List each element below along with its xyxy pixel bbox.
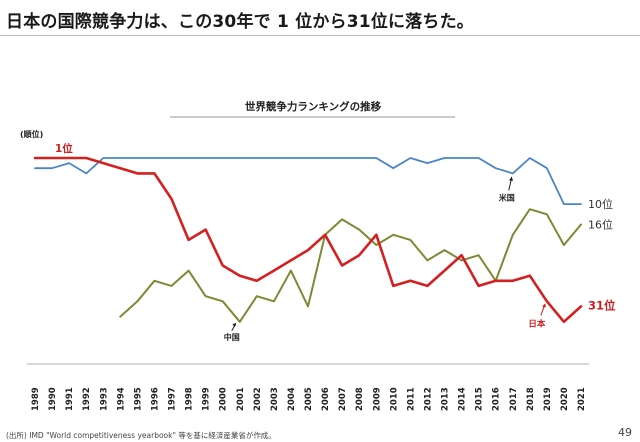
x-tick-label: 1992	[82, 387, 92, 411]
x-tick-label: 1996	[150, 387, 160, 411]
x-tick-label: 2013	[441, 387, 451, 411]
series-end-labels: 10位 16位	[588, 197, 613, 231]
y-axis-unit-label: (順位)	[20, 129, 43, 139]
x-tick-label: 2008	[355, 387, 365, 411]
x-tick-label: 2004	[287, 387, 297, 411]
annotation-label-japan: 日本	[528, 318, 546, 329]
x-tick-label: 2016	[492, 387, 502, 411]
annotation-label-us: 米国	[498, 192, 515, 202]
x-tick-label: 2001	[236, 387, 246, 411]
x-tick-label: 2009	[372, 387, 382, 411]
x-tick-label: 2021	[577, 387, 587, 411]
series-lines	[33, 156, 583, 324]
end-label-china: 16位	[588, 218, 613, 232]
annotation-japan-start: 1位	[55, 142, 73, 155]
x-tick-label: 1998	[185, 387, 195, 411]
x-tick-label: 2019	[543, 387, 553, 411]
x-tick-label: 2020	[560, 387, 570, 411]
x-tick-label: 1995	[133, 387, 143, 411]
x-tick-label: 1997	[168, 387, 178, 411]
x-tick-label: 1999	[202, 387, 212, 411]
x-tick-label: 2007	[338, 387, 348, 411]
x-tick-label: 2002	[253, 387, 263, 411]
x-tick-label: 2014	[458, 387, 468, 411]
x-tick-label: 1993	[99, 387, 109, 411]
title-divider	[0, 35, 640, 36]
slide-title: 日本の国際競争力は、この30年で 1 位から31位に落ちた。	[6, 12, 474, 32]
x-tick-label: 2012	[423, 387, 433, 411]
chart-title: 世界競争力ランキングの推移	[245, 100, 382, 113]
series-line-中国	[119, 208, 582, 323]
annotation-arrowhead-japan	[542, 303, 546, 308]
x-tick-label: 2015	[475, 387, 485, 411]
x-tick-label: 1994	[116, 387, 126, 411]
annotation-japan-end: 31位	[588, 298, 616, 312]
source-footnote: (出所) IMD "World competitiveness yearbook…	[6, 431, 276, 440]
x-axis-ticks: 1989 1990 1991 1992 1993 1994 1995 1996 1997 1998…	[31, 387, 587, 411]
x-tick-label: 2018	[526, 387, 536, 411]
x-tick-label: 2011	[406, 387, 416, 411]
annotation-arrowhead-us	[509, 176, 513, 181]
x-tick-label: 2000	[219, 387, 229, 411]
series-line-米国	[34, 157, 582, 205]
x-tick-label: 1990	[48, 387, 58, 411]
annotation-label-china: 中国	[224, 332, 240, 342]
annotation-arrowhead-china	[232, 322, 237, 328]
page-number: 49	[618, 426, 632, 439]
x-tick-label: 1991	[65, 387, 75, 411]
x-tick-label: 2003	[270, 387, 280, 411]
x-tick-label: 2010	[389, 387, 399, 411]
x-tick-label: 2005	[304, 387, 314, 411]
x-tick-label: 2006	[321, 387, 331, 411]
series-line-日本	[33, 156, 583, 324]
x-tick-label: 1989	[31, 387, 41, 411]
x-tick-label: 2017	[509, 387, 519, 411]
end-label-us: 10位	[588, 197, 613, 211]
